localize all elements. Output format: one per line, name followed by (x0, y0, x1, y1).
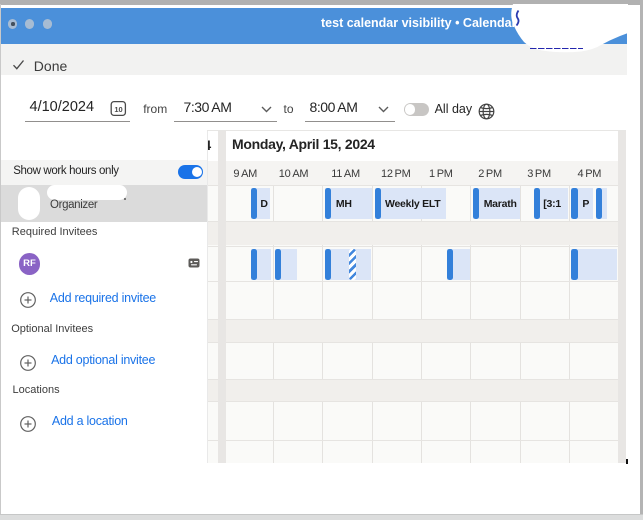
svg-text:10: 10 (114, 105, 122, 114)
